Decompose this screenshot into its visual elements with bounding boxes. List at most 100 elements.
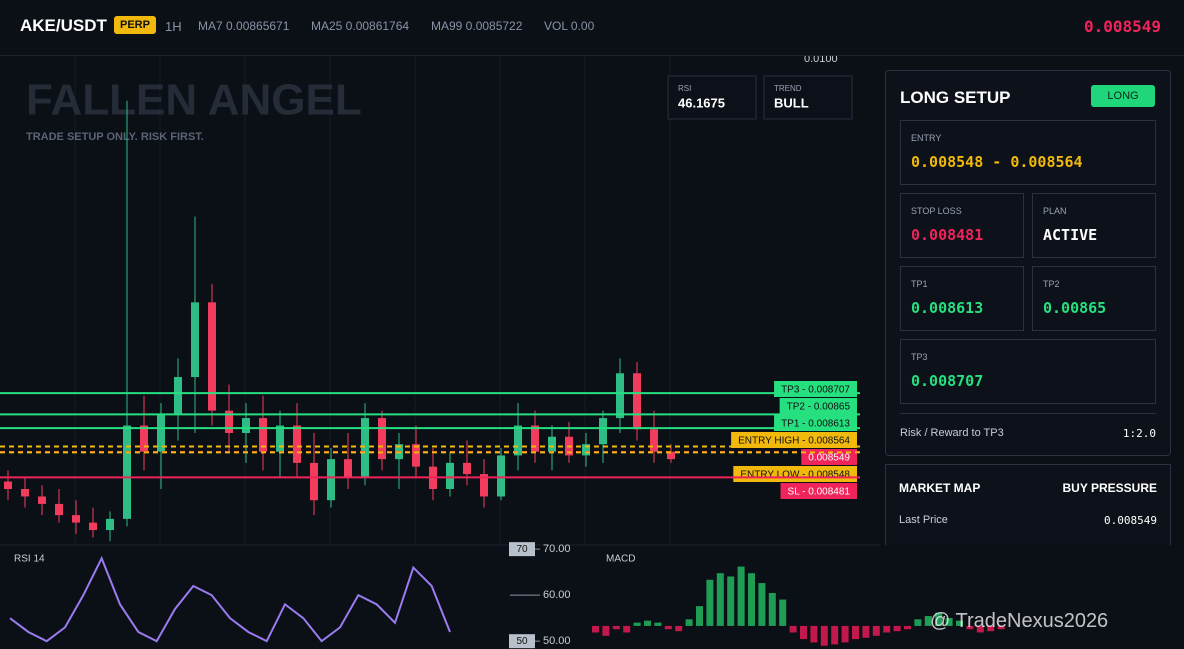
- macd-bar: [737, 566, 745, 626]
- macd-bar: [664, 625, 672, 630]
- candle-body: [616, 373, 624, 419]
- rsi-tick-label: 60.00: [543, 589, 571, 601]
- stat-box: [667, 75, 757, 120]
- macd-bar: [883, 625, 891, 633]
- market-title: MARKET MAP: [899, 481, 981, 495]
- rsi-marker-label: 50: [516, 636, 528, 647]
- rsi-tick-label: 70.00: [543, 543, 571, 555]
- stat-value: 46.1675: [678, 95, 725, 110]
- macd-bar: [602, 625, 610, 636]
- symbol: AKE/USDT: [20, 16, 107, 35]
- macd-bar: [675, 625, 683, 632]
- candle-body: [667, 451, 675, 460]
- macd-bar: [716, 573, 724, 626]
- candle-body: [89, 522, 97, 531]
- candle-body: [140, 425, 148, 452]
- level-label: TP1 - 0.008613: [781, 419, 850, 430]
- macd-bar: [914, 619, 922, 626]
- macd-bar: [987, 625, 995, 632]
- level-label: ENTRY HIGH - 0.008564: [738, 436, 850, 447]
- card-label: ENTRY: [911, 133, 942, 143]
- card-value: 0.008707: [911, 372, 984, 390]
- macd-bar: [644, 620, 651, 626]
- candle-body: [361, 418, 369, 478]
- macd-bar: [831, 625, 839, 645]
- macd-bar: [800, 625, 807, 640]
- macd-bar: [945, 618, 953, 626]
- candle-body: [497, 455, 505, 497]
- macd-bar: [924, 616, 932, 626]
- candle-body: [633, 373, 641, 430]
- rsi-tick-label: 50.00: [543, 635, 571, 647]
- candle-body: [378, 418, 386, 460]
- macd-bar: [633, 622, 641, 626]
- macd-bar: [862, 625, 870, 638]
- level-label: TP2 - 0.00865: [787, 402, 851, 413]
- macd-bar: [966, 625, 974, 630]
- macd-bar: [768, 592, 776, 626]
- setup-title: LONG SETUP: [900, 88, 1011, 107]
- card-value: 0.00865: [1043, 299, 1107, 317]
- rsi-title: RSI 14: [14, 554, 45, 565]
- level-label: SL - 0.008481: [788, 487, 851, 498]
- ma99: MA99 0.0085722: [431, 19, 523, 33]
- level-label: 0.008549: [808, 453, 850, 464]
- macd-overflow: [883, 612, 1005, 633]
- rr-value: 1:2.0: [1122, 427, 1156, 440]
- chart: FALLEN ANGEL TRADE SETUP ONLY. RISK FIRS…: [0, 56, 880, 649]
- badge: PERP: [114, 16, 156, 34]
- side-badge[interactable]: LONG: [1091, 85, 1155, 107]
- stat-box: [763, 75, 853, 120]
- tp1-card: TP1 0.008613: [900, 266, 1024, 331]
- top-bar: AKE/USDT PERP 1H MA7 0.00865671 MA25 0.0…: [0, 0, 1184, 56]
- candle-body: [4, 481, 12, 490]
- rsi-marker: [509, 634, 535, 649]
- level-label: TP3 - 0.008707: [781, 385, 850, 396]
- interval[interactable]: 1H: [165, 19, 182, 34]
- setup-panel: LONG SETUP LONG ENTRY 0.008548 - 0.00856…: [885, 70, 1171, 456]
- card-label: TP3: [911, 352, 928, 362]
- macd-bar: [748, 573, 755, 626]
- macd-bar: [872, 625, 880, 636]
- stat-label: RSI: [678, 84, 691, 93]
- macd-bar: [758, 583, 766, 626]
- candle-body: [276, 425, 284, 452]
- candle-body: [208, 302, 216, 411]
- candle-body: [225, 410, 233, 434]
- entry-card: ENTRY 0.008548 - 0.008564: [900, 120, 1156, 185]
- level-tag: [731, 432, 857, 448]
- rsi-marker-label: 70: [516, 544, 528, 555]
- candle-body: [55, 503, 63, 516]
- candle-body: [327, 459, 335, 501]
- stop-card: STOP LOSS 0.008481: [900, 193, 1024, 258]
- macd-bar: [654, 622, 662, 626]
- candle-body: [174, 377, 182, 415]
- candle-body: [310, 462, 318, 501]
- macd-bar: [696, 606, 703, 626]
- level-label: ENTRY LOW - 0.008548: [740, 470, 850, 481]
- rr-label: Risk / Reward to TP3: [900, 427, 1004, 439]
- candle-body: [293, 425, 301, 463]
- candle-body: [21, 489, 29, 497]
- stat-value: BULL: [774, 95, 809, 110]
- candle-body: [531, 425, 539, 452]
- candle-body: [157, 414, 165, 452]
- macd-bar: [727, 576, 735, 626]
- last-price-value: 0.008549: [1104, 514, 1157, 527]
- candle-body: [582, 444, 590, 456]
- candle-body: [259, 418, 267, 452]
- last-price: 0.008549: [1084, 17, 1162, 36]
- candle-body: [599, 418, 607, 445]
- ma25: MA25 0.00861764: [311, 19, 410, 33]
- candle-body: [242, 418, 250, 434]
- candle-body: [106, 518, 114, 531]
- candle-body: [650, 429, 658, 452]
- macd-bar: [893, 625, 901, 632]
- candle-body: [191, 302, 199, 378]
- tp2-card: TP2 0.00865: [1032, 266, 1156, 331]
- candle-body: [38, 496, 46, 504]
- macd-title: MACD: [606, 554, 635, 565]
- plan-card: PLAN ACTIVE: [1032, 193, 1156, 258]
- footer-watermark: @ TradeNexus2026: [930, 610, 1109, 632]
- candle-body: [548, 436, 556, 452]
